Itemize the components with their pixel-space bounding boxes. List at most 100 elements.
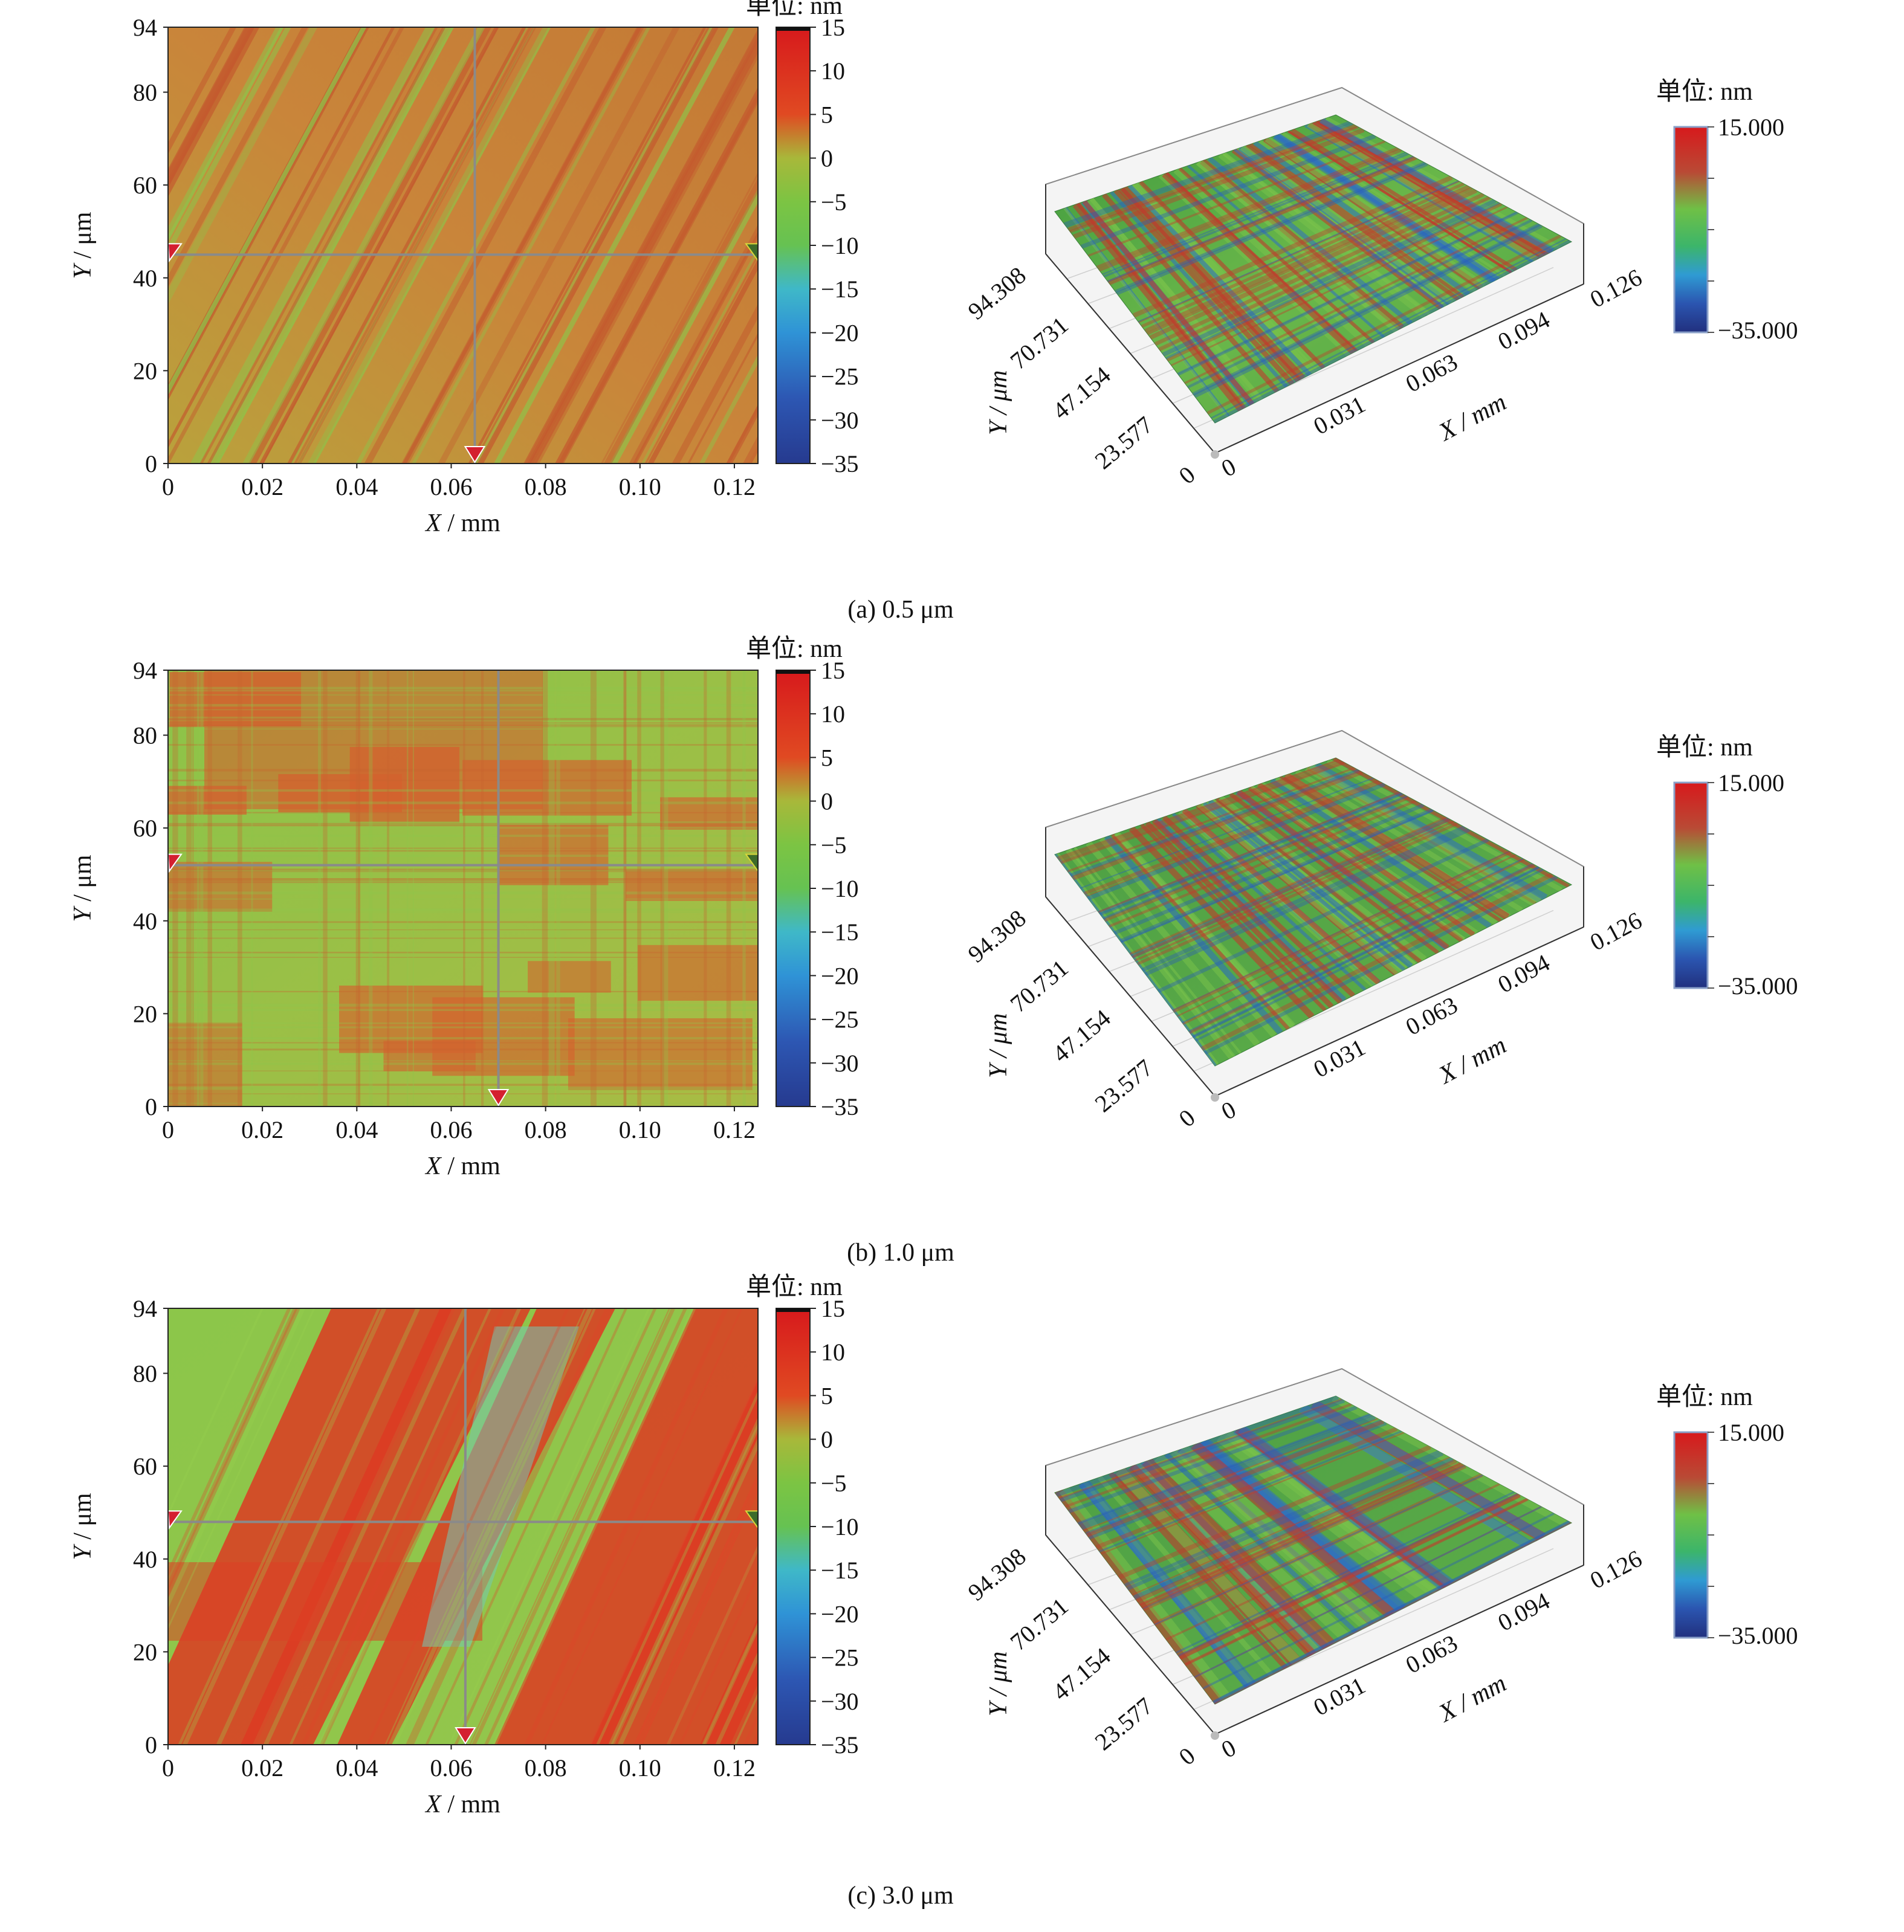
crosshair-marker-bottom[interactable] <box>455 1727 476 1745</box>
surface-feature <box>1195 868 1544 1042</box>
surface-feature <box>1194 1506 1542 1678</box>
x-tick-label: 0.06 <box>430 1116 472 1143</box>
surface-feature <box>1158 196 1490 351</box>
surface-feature <box>1291 128 1518 272</box>
surface-feature <box>1264 135 1486 289</box>
surface-feature <box>1325 116 1561 250</box>
scratch-streak <box>208 27 451 464</box>
surface-feature <box>1083 1418 1378 1531</box>
streak <box>608 1417 758 1745</box>
y-tick-label-3d: 47.154 <box>1048 361 1116 424</box>
y-axis-label: Y / μm <box>69 212 97 279</box>
colorbar-tick-label: −10 <box>821 875 859 902</box>
raised-patch <box>204 670 543 809</box>
surface-feature <box>1131 816 1451 958</box>
streak <box>596 1390 758 1745</box>
surface-feature <box>1178 1492 1521 1660</box>
surface-feature <box>1165 1483 1500 1641</box>
surface-feature <box>1213 1520 1571 1704</box>
colorbar-tick-label: −20 <box>821 1600 859 1627</box>
x-tick-label-3d: 0 <box>1217 1096 1240 1125</box>
surface-feature <box>1103 795 1408 920</box>
y-axis-var: Y <box>69 1543 97 1560</box>
colorbar-gradient <box>776 670 811 1107</box>
surface-feature <box>1304 764 1536 907</box>
surface-feature <box>1086 841 1260 1047</box>
x-tick-label: 0.12 <box>713 473 756 500</box>
surface-feature <box>1139 1462 1462 1606</box>
crosshair-marker-bottom[interactable] <box>487 1089 510 1107</box>
colorbar-tick-label: −5 <box>821 189 847 216</box>
colorbar-tick-label: 15 <box>821 1295 845 1322</box>
surface-feature <box>1064 1403 1352 1508</box>
surface-feature <box>1313 761 1548 901</box>
surface-feature <box>1200 872 1553 1051</box>
surface-feature <box>1098 148 1402 272</box>
x-tick-label-3d: 0.126 <box>1585 906 1647 956</box>
x-tick-label: 0.08 <box>525 1116 567 1143</box>
scratch-streak <box>473 27 715 464</box>
surface-feature <box>1109 800 1417 928</box>
y-tick-label: 0 <box>145 450 157 477</box>
colorbar-tick-label: 15 <box>821 14 845 41</box>
surface-feature <box>1173 167 1371 348</box>
surface-feature <box>1158 173 1352 357</box>
surface-feature <box>1218 152 1427 319</box>
panel-c: 0 0.02 0.04 0.06 0.08 0.10 0.12 0 20 40 60 80 94 X / … <box>69 1273 1798 1818</box>
surface-feature <box>1109 157 1417 285</box>
colorbar-cap <box>776 27 810 31</box>
surface-feature <box>1208 156 1413 326</box>
legend-title: 单位: nm <box>1656 77 1753 106</box>
x-tick-label: 0.10 <box>619 1116 661 1143</box>
surface-feature <box>1182 808 1381 985</box>
surface-feature <box>1067 123 1357 232</box>
scratch-streak <box>534 48 758 464</box>
y-tick-label: 0 <box>145 1093 157 1120</box>
crosshair-marker-bottom[interactable] <box>464 446 486 464</box>
streak <box>388 1308 592 1745</box>
surface-feature <box>1177 809 1376 987</box>
surface-feature <box>1188 862 1534 1033</box>
map-frame <box>167 27 759 464</box>
surface-feature <box>1101 1432 1405 1555</box>
x-tick-label-3d: 0.126 <box>1585 263 1647 313</box>
surface-feature <box>1177 1493 1518 1657</box>
surface-feature <box>1178 167 1375 344</box>
y-tick-label: 40 <box>133 908 157 935</box>
surface-feature <box>1097 1475 1274 1678</box>
surface-feature <box>1193 866 1540 1038</box>
scratch-streak <box>557 92 758 464</box>
y-tick-label: 60 <box>133 815 157 842</box>
surface-feature <box>1275 776 1498 925</box>
surface-feature <box>1068 1405 1358 1513</box>
colorbar-tick-label: −10 <box>821 1513 859 1540</box>
streak <box>216 1308 420 1745</box>
surface-feature <box>1204 875 1558 1055</box>
x-axis-line-3d <box>1214 283 1584 454</box>
surface-feature <box>1211 237 1567 419</box>
scratch-streak <box>472 27 710 464</box>
captions-group: (a) 0.5 μm (b) 1.0 μm (c) 3.0 μm <box>847 596 954 1910</box>
colorbar-tick-label: −25 <box>821 1644 859 1672</box>
streak <box>638 1483 758 1745</box>
surface-feature <box>1258 139 1477 292</box>
surface-feature <box>1326 758 1563 893</box>
surface-feature <box>1114 831 1296 1029</box>
surface-feature <box>1193 223 1543 398</box>
surface-feature <box>1149 188 1478 340</box>
colorbar-gradient <box>776 1308 811 1745</box>
surface-feature <box>1098 791 1400 913</box>
origin-marker <box>1211 1093 1219 1102</box>
surface-feature <box>1240 144 1455 305</box>
surface-feature <box>1147 187 1473 335</box>
map-axes: 0 0.02 0.04 0.06 0.08 0.10 0.12 0 20 40 60 80 94 X / … <box>69 657 756 1180</box>
y-axis-label-3d: Y / μm <box>985 1013 1012 1078</box>
x-tick-label: 0.12 <box>713 1116 756 1143</box>
scratch-streak <box>291 27 528 464</box>
colorbar-tick-label: −25 <box>821 1006 859 1033</box>
surface-feature <box>1235 147 1448 308</box>
x-tick-label: 0.08 <box>525 1754 567 1782</box>
colorbar-tick-label: 5 <box>821 101 833 128</box>
x-axis-label-3d: X / mm <box>1433 1669 1511 1728</box>
surface-feature <box>1245 144 1460 301</box>
